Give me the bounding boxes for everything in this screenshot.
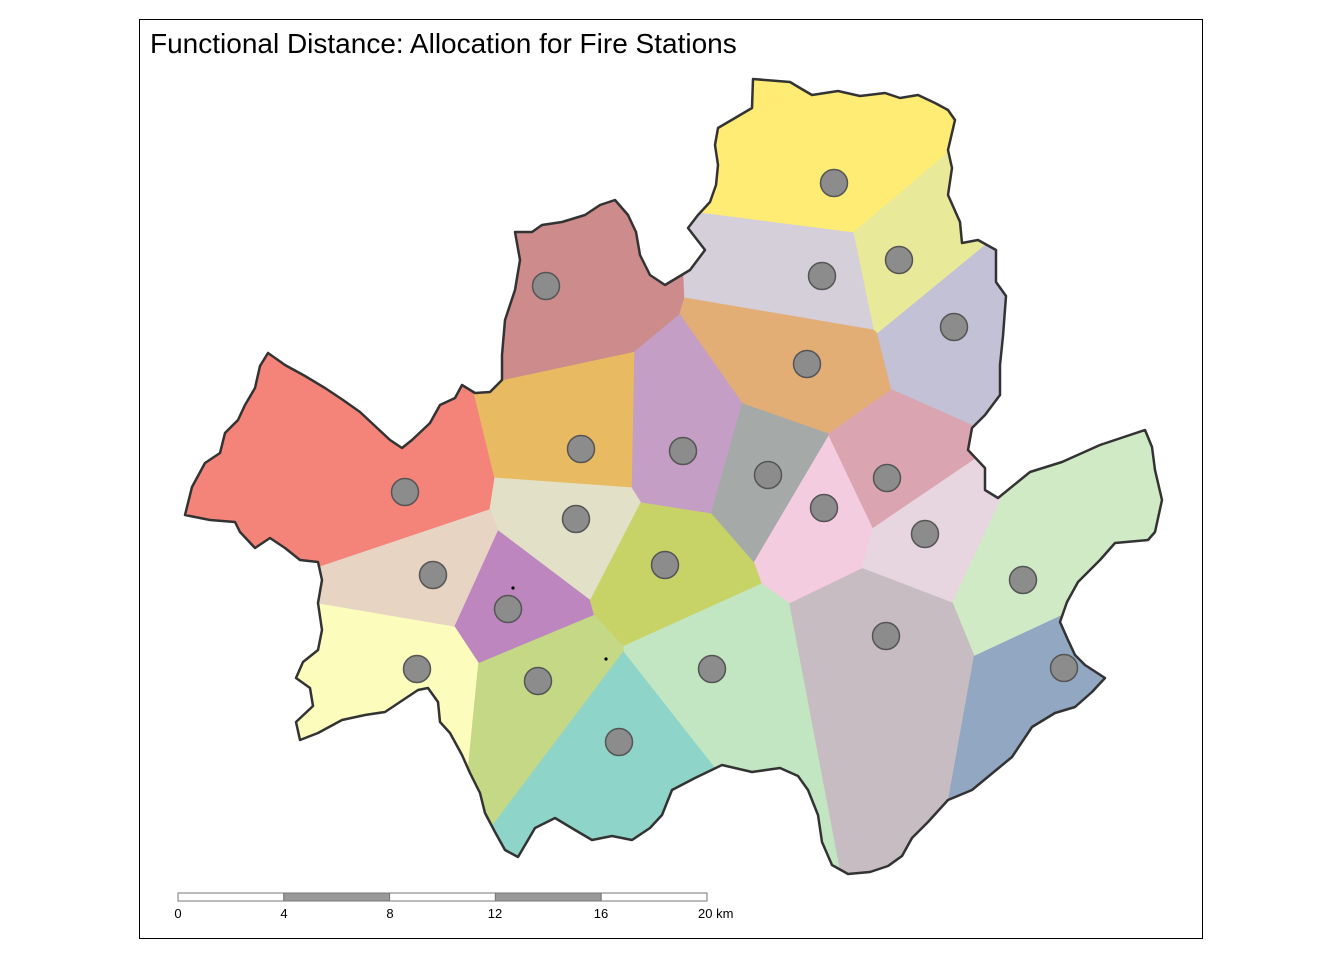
fire-station-marker[interactable] xyxy=(1008,565,1038,595)
fire-station-marker[interactable] xyxy=(871,621,901,651)
fire-station-marker[interactable] xyxy=(807,261,837,291)
allocation-region xyxy=(185,79,686,388)
allocation-region xyxy=(951,395,1162,657)
fire-stations xyxy=(390,168,1079,757)
fire-station-marker[interactable] xyxy=(402,654,432,684)
small-point-marker xyxy=(511,586,515,590)
allocation-region xyxy=(789,568,975,874)
fire-station-marker[interactable] xyxy=(753,460,783,490)
scale-tick-label: 20 km xyxy=(698,906,733,921)
fire-station-marker[interactable] xyxy=(650,550,680,580)
scale-bar-segment xyxy=(494,892,602,902)
fire-station-marker[interactable] xyxy=(390,477,420,507)
scale-tick-label: 4 xyxy=(280,906,287,921)
scale-bar-segment xyxy=(389,892,496,902)
fire-station-marker[interactable] xyxy=(418,560,448,590)
map-title: Functional Distance: Allocation for Fire… xyxy=(150,28,737,59)
scale-bar-segment xyxy=(283,892,391,902)
fire-station-marker[interactable] xyxy=(910,519,940,549)
scale-tick-label: 16 xyxy=(594,906,608,921)
allocation-regions xyxy=(185,79,1162,874)
fire-station-marker[interactable] xyxy=(604,727,634,757)
fire-station-marker[interactable] xyxy=(523,666,553,696)
fire-station-marker[interactable] xyxy=(872,463,902,493)
fire-station-marker[interactable] xyxy=(809,493,839,523)
scale-bar: 0 4 8 12 16 20 km xyxy=(174,892,733,921)
fire-station-marker[interactable] xyxy=(561,504,591,534)
scale-bar-segment xyxy=(600,892,708,902)
fire-station-marker[interactable] xyxy=(939,312,969,342)
scale-tick-label: 0 xyxy=(174,906,181,921)
fire-station-marker[interactable] xyxy=(1049,653,1079,683)
fire-station-marker[interactable] xyxy=(668,436,698,466)
fire-station-marker[interactable] xyxy=(792,349,822,379)
fire-station-marker[interactable] xyxy=(566,434,596,464)
allocation-region xyxy=(627,79,1059,234)
fire-station-marker[interactable] xyxy=(531,271,561,301)
fire-station-marker[interactable] xyxy=(884,245,914,275)
scale-tick-label: 8 xyxy=(386,906,393,921)
fire-station-marker[interactable] xyxy=(697,654,727,684)
fire-station-marker[interactable] xyxy=(493,594,523,624)
small-point-marker xyxy=(604,657,608,661)
allocation-region xyxy=(185,591,480,874)
allocation-region xyxy=(472,351,635,489)
scale-tick-label: 12 xyxy=(488,906,502,921)
scale-bar-segment xyxy=(177,892,285,902)
fire-station-marker[interactable] xyxy=(819,168,849,198)
